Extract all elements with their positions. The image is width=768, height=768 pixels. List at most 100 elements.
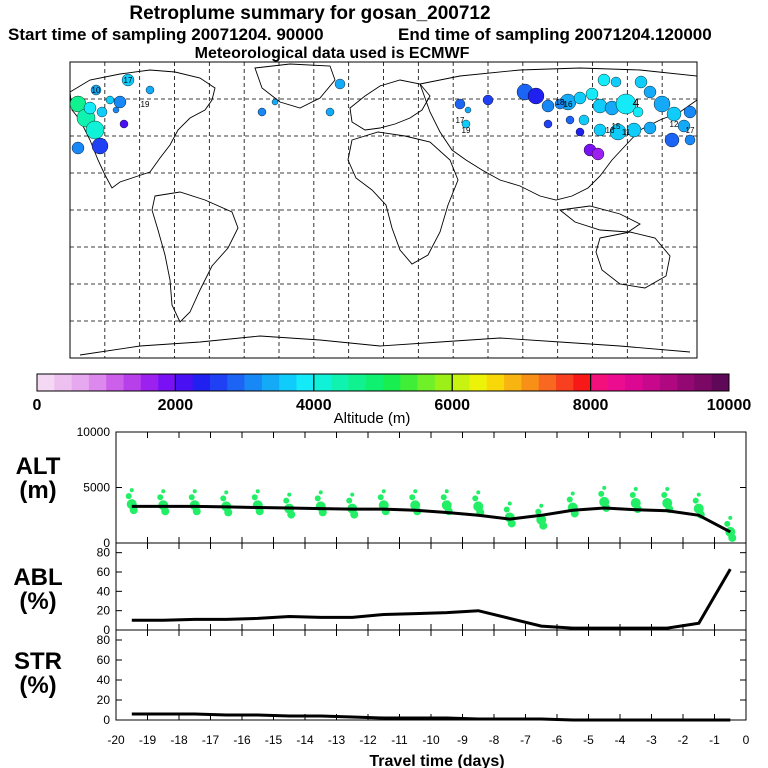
plume-marker <box>585 87 599 101</box>
colorbar-cell <box>37 374 55 391</box>
marker-label: 19 <box>462 126 471 135</box>
y-tick-label: 5000 <box>83 481 110 495</box>
colorbar-cell <box>210 374 228 391</box>
colorbar-tick-label: 2000 <box>158 397 194 414</box>
plume-marker <box>666 106 682 122</box>
alt-label-line2: (m) <box>19 477 57 504</box>
altitude-point <box>346 497 353 504</box>
plume-marker <box>593 123 607 137</box>
plume-marker <box>578 114 590 126</box>
plume-marker <box>271 98 279 106</box>
altitude-point <box>251 494 258 501</box>
colorbar-cell <box>123 374 142 391</box>
plume-marker <box>554 98 566 110</box>
marker-label: 17 <box>124 76 133 85</box>
x-tick-label: -3 <box>646 733 657 747</box>
altitude-point <box>287 510 296 519</box>
marker-label: 19 <box>141 100 150 109</box>
altitude-point <box>161 507 170 516</box>
africa-outline <box>347 131 459 265</box>
x-tick-label: -18 <box>170 733 188 747</box>
plume-marker <box>643 85 657 99</box>
altitude-point <box>192 507 201 516</box>
altitude-point <box>255 489 260 494</box>
altitude-point <box>161 489 166 494</box>
plume-marker <box>683 105 697 119</box>
altitude-point <box>350 510 359 519</box>
plume-marker <box>90 84 102 96</box>
altitude-point <box>661 492 668 499</box>
x-tick-label: -14 <box>296 733 314 747</box>
colorbar-cell <box>452 374 470 391</box>
plume-marker <box>105 95 115 105</box>
altitude-point <box>728 515 733 520</box>
abl-panel: 0 20 40 60 80 <box>97 542 747 637</box>
x-tick-label: -12 <box>359 733 377 747</box>
chart-title: Retroplume summary for gosan_200712 <box>129 3 491 24</box>
altitude-point <box>129 506 138 515</box>
plume-marker <box>592 98 608 114</box>
colorbar-cell <box>659 374 678 391</box>
colorbar-cell <box>71 374 90 391</box>
colorbar-cell <box>192 374 211 391</box>
colorbar-cell <box>261 374 280 391</box>
str-panel-label: STR (%) <box>8 650 68 698</box>
x-tick-label: -7 <box>520 733 531 747</box>
plume-marker <box>575 127 585 137</box>
x-tick-label: -10 <box>422 733 440 747</box>
colorbar-cell <box>106 374 124 391</box>
colorbar-cell <box>244 374 263 391</box>
x-tick-label: 0 <box>743 733 750 747</box>
altitude-point <box>472 495 479 502</box>
y-tick-label: 0 <box>103 623 110 637</box>
colorbar-tick-label: 8000 <box>573 397 609 414</box>
x-tick-label: -15 <box>265 733 283 747</box>
panel-frame <box>115 629 747 721</box>
altitude-point <box>350 492 355 497</box>
colorbar-cell <box>88 374 107 391</box>
colorbar-cell <box>140 374 159 391</box>
y-tick-label: 10000 <box>77 425 111 439</box>
plume-marker <box>634 75 648 89</box>
colorbar-cell <box>54 374 72 391</box>
plume-marker <box>71 141 85 155</box>
colorbar-cell <box>607 374 626 391</box>
x-axis-title: Travel time (days) <box>369 753 504 768</box>
plume-marker <box>527 87 545 105</box>
marker-label: 17 <box>456 116 465 125</box>
met-data-label: Meteorological data used is ECMWF <box>194 45 470 62</box>
x-tick-label: -13 <box>328 733 346 747</box>
y-tick-label: 0 <box>103 536 110 550</box>
x-axis: Travel time (days) -20 -19 -18 -17 -16 -15 -14… <box>107 733 749 768</box>
altitude-point <box>125 493 132 500</box>
colorbar-cell <box>521 374 539 391</box>
colorbar-cell <box>158 374 176 391</box>
altitude-point <box>665 487 670 492</box>
colorbar-cell <box>556 374 574 391</box>
altitude-point <box>220 495 227 502</box>
panel-frame <box>115 431 747 544</box>
x-tick-label: -1 <box>709 733 720 747</box>
colorbar-cell <box>590 374 609 391</box>
altitude-point <box>539 521 548 530</box>
altitude-point <box>409 494 416 501</box>
altitude-point <box>255 507 264 516</box>
altitude-point <box>633 487 638 492</box>
colorbar-cell <box>469 374 488 391</box>
plume-marker <box>325 107 335 117</box>
europe-outline <box>349 79 431 131</box>
altitude-point <box>503 506 510 513</box>
alt-label-line1: ALT <box>15 453 61 480</box>
colorbar-cell <box>417 374 436 391</box>
colorbar-cell <box>677 374 695 391</box>
altitude-point <box>224 490 229 495</box>
colorbar-cell <box>279 374 297 391</box>
x-tick-label: -2 <box>678 733 689 747</box>
plume-marker <box>643 121 657 135</box>
altitude-point <box>598 490 605 497</box>
abl-panel-label: ABL (%) <box>8 566 68 614</box>
plume-marker <box>610 76 622 88</box>
asia-outline <box>419 67 698 201</box>
altitude-point <box>188 494 195 501</box>
